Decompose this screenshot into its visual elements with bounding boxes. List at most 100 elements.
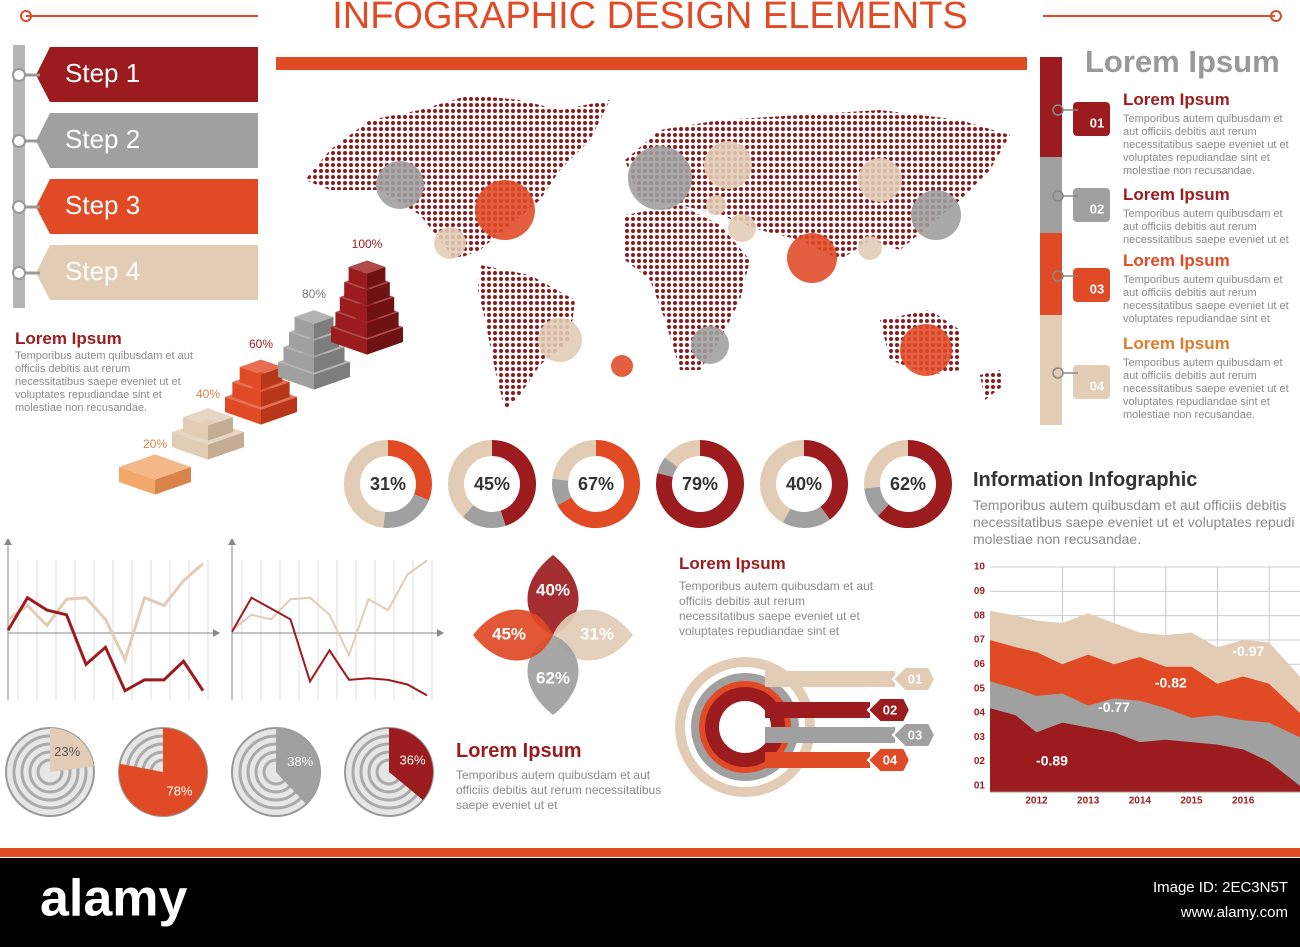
pyramid-left-face bbox=[283, 347, 314, 373]
pyramid-right-face bbox=[208, 432, 244, 460]
pyramid-left-face bbox=[225, 397, 261, 425]
y-tick-label: 07 bbox=[974, 635, 986, 646]
donut-segment bbox=[656, 440, 744, 528]
donut-rest bbox=[552, 440, 597, 482]
pyramid bbox=[225, 359, 297, 425]
pie-wedge bbox=[118, 728, 207, 817]
step-banner bbox=[36, 113, 258, 168]
donut-rest bbox=[864, 440, 909, 489]
y-tick-label: 04 bbox=[974, 708, 986, 719]
side-heading: Lorem Ipsum bbox=[1123, 251, 1230, 270]
target-tag bbox=[891, 666, 937, 692]
step-connector bbox=[12, 200, 26, 214]
donut-label: 45% bbox=[474, 474, 510, 494]
pie-label: 23% bbox=[54, 744, 80, 759]
pyramid-left-face bbox=[278, 362, 314, 390]
petal-label: 40% bbox=[536, 580, 570, 599]
step-label: Step 2 bbox=[65, 124, 140, 154]
footer-band bbox=[0, 858, 1300, 947]
petal bbox=[473, 609, 553, 661]
step-banner bbox=[36, 47, 258, 102]
side-text: Temporibus autem quibusdam et aut offici… bbox=[1123, 357, 1289, 421]
side-tag bbox=[1073, 188, 1110, 222]
y-tick-label: 08 bbox=[974, 610, 986, 621]
pyramid-right-face bbox=[314, 362, 350, 390]
pyramid-top bbox=[119, 454, 191, 480]
pyramid-left-face bbox=[348, 267, 367, 289]
donut-segment bbox=[803, 440, 848, 520]
step-label: Step 1 bbox=[65, 58, 140, 88]
footer-url: www.alamy.com bbox=[1180, 904, 1288, 921]
pyramid bbox=[172, 408, 244, 460]
annotation: -0.89 bbox=[1036, 752, 1068, 768]
pyramid-left-face bbox=[232, 382, 261, 408]
bottom-heading: Lorem Ipsum bbox=[456, 740, 582, 762]
donut-label: 67% bbox=[578, 474, 614, 494]
pyramid bbox=[119, 454, 191, 495]
axis-arrow bbox=[213, 629, 220, 637]
side-heading: Lorem Ipsum bbox=[1123, 185, 1230, 204]
target-tag bbox=[891, 722, 937, 748]
petal bbox=[553, 609, 633, 661]
step-banner bbox=[36, 245, 258, 300]
donut-rest bbox=[664, 440, 701, 468]
world-map bbox=[305, 95, 1010, 410]
pyramid-label: 40% bbox=[196, 387, 220, 401]
x-tick-label: 2014 bbox=[1129, 796, 1152, 807]
target-tag bbox=[866, 697, 912, 723]
y-tick-label: 05 bbox=[974, 683, 986, 694]
pyramid-right-face bbox=[208, 417, 233, 441]
middle-text: Temporibus autem quibusdam et aut offici… bbox=[679, 579, 874, 638]
donut-rest bbox=[782, 506, 830, 528]
pyramid-top bbox=[294, 310, 334, 324]
header-decoration bbox=[20, 10, 1282, 70]
pyramid-left-face bbox=[294, 317, 314, 339]
pie-wedge bbox=[50, 728, 94, 772]
pyramid-right-face bbox=[314, 317, 334, 339]
pyramid-right-face bbox=[314, 347, 345, 373]
donut-rest bbox=[344, 440, 389, 528]
side-bar-segment bbox=[1040, 157, 1062, 233]
pyramid-right-face bbox=[261, 382, 290, 408]
step-connector bbox=[12, 68, 26, 82]
side-bar-segment bbox=[1040, 233, 1062, 315]
y-tick-label: 09 bbox=[974, 586, 986, 597]
side-text: Temporibus autem quibusdam et aut offici… bbox=[1123, 274, 1289, 325]
pyramid-text: Temporibus autem quibusdam et aut offici… bbox=[15, 350, 193, 414]
donut-rest bbox=[760, 440, 805, 523]
pyramid-right-face bbox=[367, 282, 390, 305]
target-arrow bbox=[765, 671, 895, 687]
petal-label: 62% bbox=[536, 668, 570, 687]
axis-arrow bbox=[4, 538, 12, 545]
donut-segment bbox=[877, 440, 952, 528]
side-number: 01 bbox=[1090, 115, 1104, 130]
target-label: 03 bbox=[908, 727, 922, 742]
footer-brand: alamy bbox=[40, 870, 188, 928]
pyramid-right-face bbox=[367, 297, 395, 322]
info-title: Information Infographic bbox=[973, 469, 1198, 491]
side-bar-segment bbox=[1040, 315, 1062, 425]
x-tick-label: 2013 bbox=[1077, 796, 1100, 807]
donut-label: 79% bbox=[682, 474, 718, 494]
annotation: -0.77 bbox=[1098, 699, 1130, 715]
axis-arrow bbox=[228, 538, 236, 545]
side-heading: Lorem Ipsum bbox=[1123, 90, 1230, 109]
pie-wedge bbox=[389, 728, 433, 801]
step-banner bbox=[36, 179, 258, 234]
pyramid-left-face bbox=[239, 367, 261, 390]
donut-segment bbox=[387, 440, 432, 501]
pie-wedge bbox=[276, 728, 320, 805]
pyramid-left-face bbox=[119, 467, 155, 495]
side-heading: Lorem Ipsum bbox=[1123, 334, 1230, 353]
annotation: -0.97 bbox=[1232, 643, 1264, 659]
x-tick-label: 2016 bbox=[1232, 796, 1255, 807]
side-tag bbox=[1073, 102, 1110, 136]
y-tick-label: 03 bbox=[974, 732, 986, 743]
x-tick-label: 2012 bbox=[1025, 796, 1048, 807]
pyramid-top bbox=[183, 408, 233, 426]
y-tick-label: 06 bbox=[974, 659, 986, 670]
pyramid bbox=[331, 260, 403, 355]
side-number: 02 bbox=[1090, 201, 1104, 216]
pyramid-top bbox=[348, 260, 386, 274]
